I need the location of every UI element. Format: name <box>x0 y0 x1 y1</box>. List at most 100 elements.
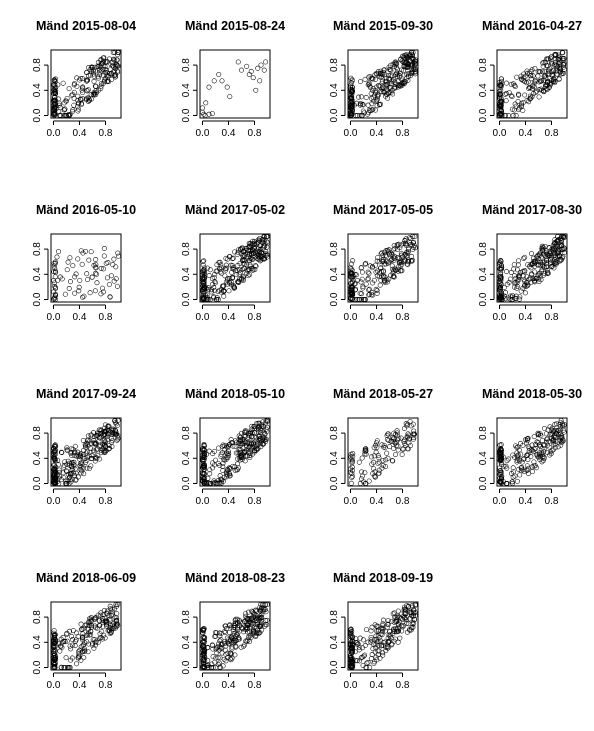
scatter-point <box>78 627 84 632</box>
scatter-point <box>98 612 104 618</box>
scatter-point <box>212 288 217 294</box>
scatter-point <box>201 269 207 275</box>
scatter-point <box>93 640 99 646</box>
scatter-panel: Mänd 2015-09-30 0.0 0.4 0.8 0.0 0.4 0.8 <box>329 19 433 139</box>
scatter-point <box>223 658 229 664</box>
scatter-point <box>410 50 416 55</box>
scatter-point <box>393 615 399 621</box>
scatter-point <box>410 257 416 263</box>
scatter-point <box>379 632 385 638</box>
scatter-point <box>367 664 373 670</box>
scatter-point <box>218 645 224 651</box>
scatter-point <box>368 634 374 640</box>
scatter-point <box>51 479 57 485</box>
scatter-point <box>65 665 71 670</box>
scatter-point <box>348 280 354 286</box>
scatter-point <box>528 76 534 82</box>
scatter-point <box>349 87 355 93</box>
scatter-point <box>61 464 67 470</box>
scatter-point <box>67 628 73 634</box>
scatter-point <box>76 651 82 657</box>
scatter-point <box>402 237 408 243</box>
scatter-point <box>543 75 549 81</box>
scatter-point <box>84 465 90 471</box>
scatter-point <box>391 430 397 436</box>
scatter-point <box>72 443 78 449</box>
scatter-point <box>76 284 82 290</box>
scatter-point <box>366 292 372 298</box>
scatter-point <box>506 456 512 462</box>
scatter-point <box>52 260 58 266</box>
scatter-point <box>216 260 222 265</box>
scatter-point <box>231 285 237 291</box>
scatter-point <box>369 265 375 271</box>
scatter-point <box>64 638 70 644</box>
scatter-point <box>57 274 63 280</box>
scatter-point <box>556 55 562 61</box>
scatter-point <box>385 621 391 627</box>
y-tick-label: 0.8 <box>329 58 340 72</box>
scatter-point <box>58 664 64 670</box>
scatter-point <box>252 624 258 630</box>
scatter-point <box>215 478 221 483</box>
scatter-point <box>350 641 356 647</box>
scatter-point <box>348 480 354 486</box>
scatter-point <box>498 296 504 302</box>
panel-title: Mänd 2018-05-27 <box>333 387 433 401</box>
scatter-point <box>56 102 62 108</box>
scatter-point <box>64 468 70 474</box>
scatter-point <box>401 623 407 629</box>
scatter-point <box>524 463 530 469</box>
scatter-point <box>348 92 354 98</box>
scatter-point <box>92 288 98 294</box>
scatter-point <box>385 260 391 266</box>
scatter-point <box>384 432 390 438</box>
x-tick-label: 0.8 <box>99 680 113 691</box>
scatter-point <box>84 88 90 94</box>
scatter-point <box>518 468 524 474</box>
scatter-point <box>512 83 518 88</box>
scatter-point <box>411 431 417 437</box>
scatter-point <box>52 87 58 93</box>
scatter-point <box>201 265 207 271</box>
scatter-point <box>363 448 369 454</box>
scatter-panel: Mänd 2018-05-10 0.0 0.4 0.8 0.0 0.4 0.8 <box>181 387 285 507</box>
scatter-point <box>210 665 216 670</box>
scatter-point <box>519 102 525 108</box>
scatter-point <box>362 261 368 267</box>
y-tick-label: 0.8 <box>329 610 340 624</box>
scatter-point <box>78 460 84 466</box>
scatter-point <box>545 68 551 74</box>
scatter-point <box>249 242 255 248</box>
scatter-point <box>51 105 57 111</box>
scatter-point <box>251 447 257 453</box>
panel-title: Mänd 2017-08-30 <box>482 203 582 217</box>
scatter-point <box>53 76 59 82</box>
scatter-point <box>77 647 83 653</box>
x-tick-label: 0.0 <box>196 680 210 691</box>
scatter-point <box>556 252 562 258</box>
scatter-point <box>108 273 114 279</box>
scatter-point <box>377 655 383 661</box>
scatter-point <box>389 252 395 257</box>
scatter-point <box>508 93 514 99</box>
scatter-point <box>349 296 355 302</box>
scatter-point <box>549 69 555 75</box>
scatter-point <box>514 280 520 286</box>
scatter-point <box>54 254 60 260</box>
scatter-point <box>538 433 544 439</box>
scatter-point <box>535 440 541 446</box>
scatter-point <box>395 443 401 449</box>
scatter-point <box>348 265 353 271</box>
panel-title: Mänd 2016-05-10 <box>36 203 136 217</box>
scatter-point <box>540 259 546 265</box>
scatter-point <box>533 465 539 471</box>
scatter-point <box>75 93 81 99</box>
scatter-point <box>254 240 260 246</box>
scatter-point <box>358 655 364 661</box>
scatter-point <box>498 442 504 448</box>
scatter-point <box>539 437 545 443</box>
scatter-point <box>366 478 372 484</box>
scatter-point <box>399 82 405 88</box>
scatter-point <box>385 639 391 644</box>
